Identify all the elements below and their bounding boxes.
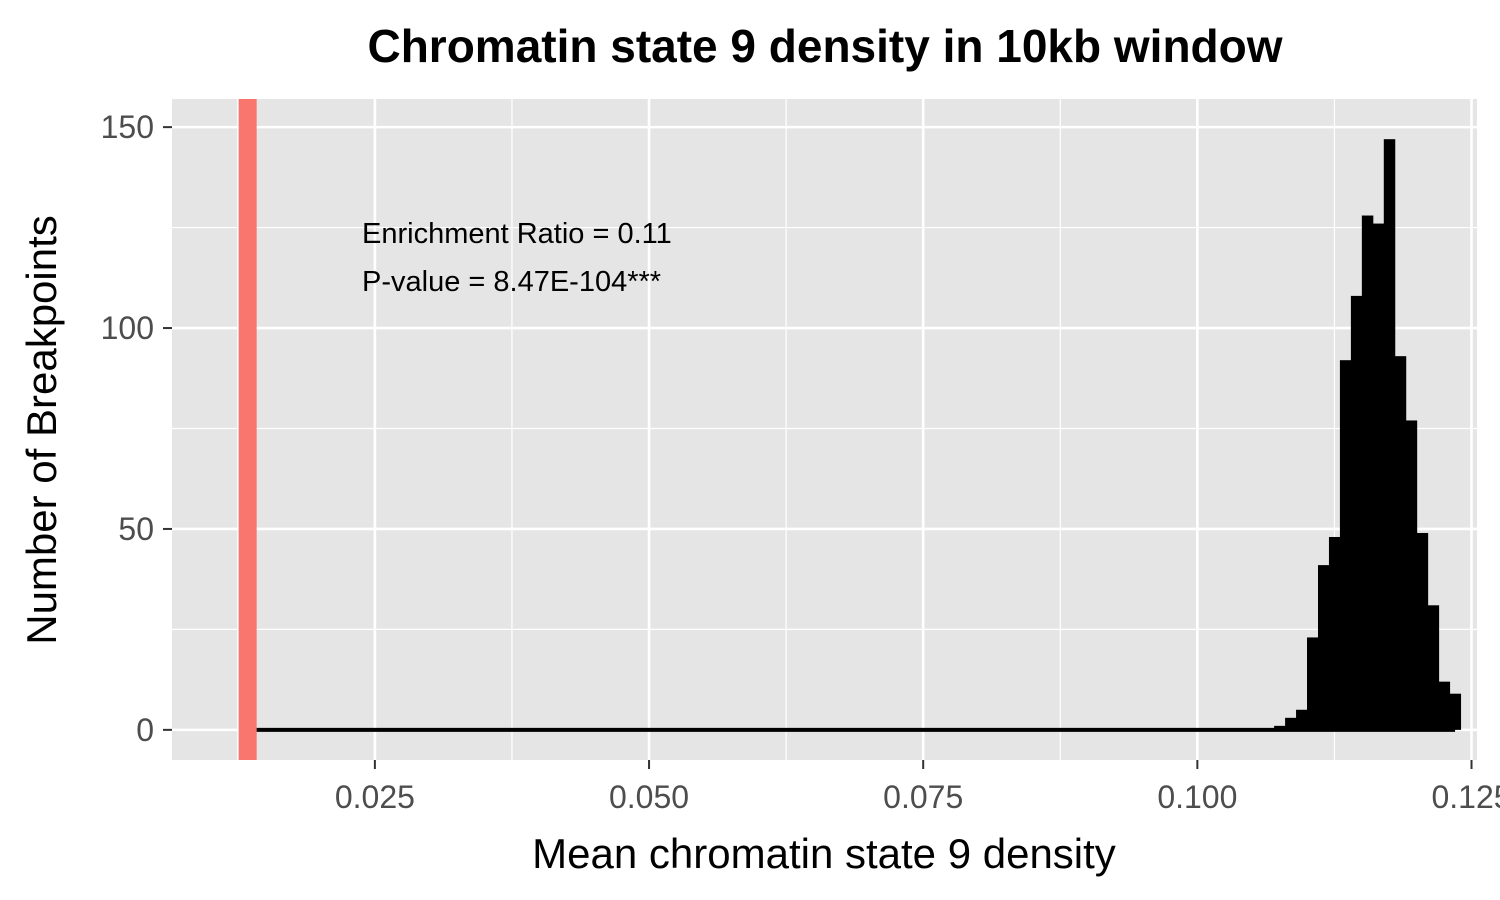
histogram-bar [1339,360,1352,730]
histogram-bar [1372,223,1385,730]
histogram-bar [1361,215,1374,730]
histogram-bar [1307,637,1319,730]
plot-area [172,99,1477,760]
x-axis-title: Mean chromatin state 9 density [532,830,1116,877]
histogram-bar [1438,681,1451,730]
x-tick-label: 0.025 [335,779,415,815]
axes: 0.025 0.050 0.075 0.100 0.125 0 50 100 150 [101,109,1500,815]
histogram-bar [1274,725,1286,730]
x-tick-label: 0.125 [1431,779,1500,815]
y-tick-label: 50 [118,511,154,547]
histogram-bar [1405,420,1418,730]
x-tick-label: 0.100 [1157,779,1237,815]
annotation-p-value: P-value = 8.47E-104*** [362,266,661,298]
y-tick-label: 150 [101,109,154,145]
y-axis-title: Number of Breakpoints [18,215,65,645]
histogram-bar [1350,295,1363,730]
histogram-bar [1317,565,1330,730]
histogram-bar [1296,709,1308,730]
histogram-bar [1285,717,1297,730]
histogram-zero-bins [254,727,1456,732]
histogram-bar [1449,693,1462,730]
y-tick-label: 100 [101,310,154,346]
histogram-bar [1328,536,1341,730]
histogram-bar [1383,139,1396,730]
x-tick-label: 0.050 [609,779,689,815]
histogram-bar [1416,532,1429,730]
histogram-bar [1394,356,1407,730]
panel-background [172,99,1477,760]
x-tick-label: 0.075 [883,779,963,815]
annotation-enrichment-ratio: Enrichment Ratio = 0.11 [362,218,672,250]
y-tick-label: 0 [136,712,154,748]
chart-title: Chromatin state 9 density in 10kb window [367,20,1282,72]
histogram-bar [1427,605,1440,730]
